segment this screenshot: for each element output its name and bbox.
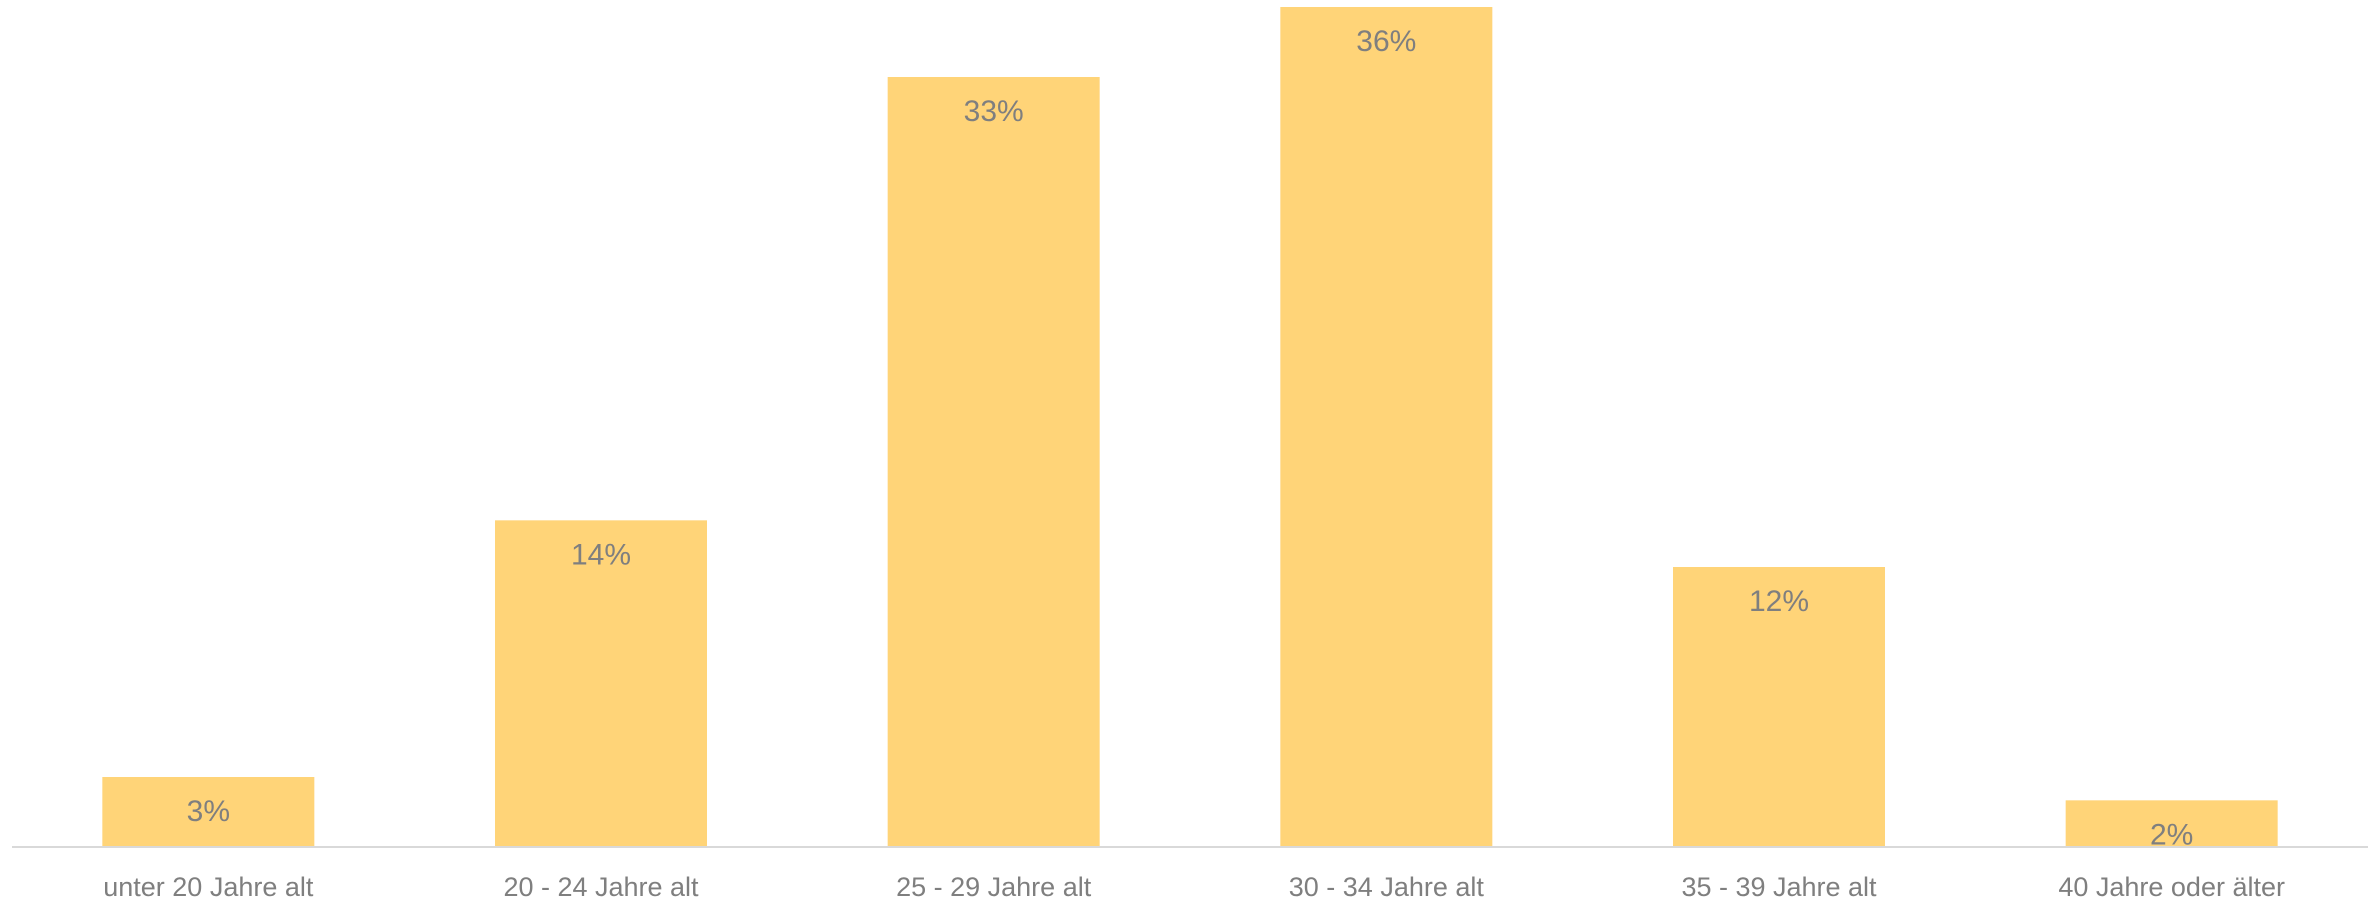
- bar-value-label: 2%: [2150, 818, 2193, 851]
- bar: [887, 77, 1100, 847]
- bar: [1280, 7, 1493, 847]
- x-tick-label: 35 - 39 Jahre alt: [1681, 872, 1877, 902]
- bar-value-label: 33%: [964, 95, 1024, 128]
- bar-value-label: 3%: [187, 795, 230, 828]
- x-tick-label: unter 20 Jahre alt: [103, 872, 314, 902]
- x-tick-labels-group: unter 20 Jahre alt 20 - 24 Jahre alt 25 - …: [103, 872, 2285, 902]
- x-tick-label: 30 - 34 Jahre alt: [1289, 872, 1485, 902]
- bar-value-label: 14%: [571, 538, 631, 571]
- bar: [2065, 800, 2278, 847]
- x-tick-label: 25 - 29 Jahre alt: [896, 872, 1092, 902]
- bar: [1673, 567, 1885, 847]
- x-tick-label: 20 - 24 Jahre alt: [503, 872, 699, 902]
- x-tick-label: 40 Jahre oder älter: [2058, 872, 2285, 902]
- bar-value-label: 36%: [1356, 25, 1416, 58]
- bar: [102, 777, 315, 847]
- bar-value-label: 12%: [1749, 585, 1809, 618]
- value-labels-group: 3% 14% 33% 36% 12% 2%: [187, 25, 2194, 851]
- bars-group: [102, 7, 2278, 847]
- bar: [495, 520, 707, 847]
